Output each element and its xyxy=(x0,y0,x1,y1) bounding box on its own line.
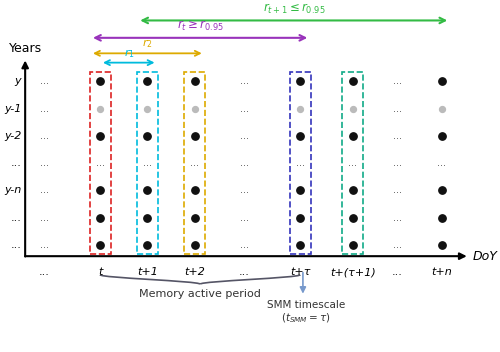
Point xyxy=(190,78,198,84)
Point xyxy=(144,133,152,139)
Text: ...: ... xyxy=(240,131,249,141)
Point xyxy=(190,242,198,248)
Text: ...: ... xyxy=(240,103,249,114)
Text: ...: ... xyxy=(10,158,22,168)
Text: ...: ... xyxy=(40,103,49,114)
Text: ...: ... xyxy=(40,186,49,195)
Text: t+n: t+n xyxy=(432,267,452,277)
Text: ...: ... xyxy=(239,267,250,277)
Text: t: t xyxy=(98,267,102,277)
Text: ...: ... xyxy=(39,267,50,277)
Text: ...: ... xyxy=(393,131,402,141)
Text: ...: ... xyxy=(296,158,304,168)
Text: $r_2$: $r_2$ xyxy=(142,37,152,50)
Point xyxy=(296,106,304,111)
Point xyxy=(296,78,304,84)
Text: $r_1$: $r_1$ xyxy=(124,48,134,60)
Text: y-2: y-2 xyxy=(4,131,21,141)
Point xyxy=(349,106,357,111)
Point xyxy=(96,78,104,84)
Text: y: y xyxy=(14,76,21,86)
Point xyxy=(144,215,152,221)
Point xyxy=(438,215,446,221)
Text: y-1: y-1 xyxy=(4,103,21,114)
Point xyxy=(438,188,446,193)
Text: ...: ... xyxy=(40,131,49,141)
Text: $r_t \geq r_{0.95}$: $r_t \geq r_{0.95}$ xyxy=(176,19,224,33)
Point xyxy=(296,133,304,139)
Text: ...: ... xyxy=(40,158,49,168)
Point xyxy=(296,188,304,193)
Point xyxy=(438,133,446,139)
Point xyxy=(349,215,357,221)
Point xyxy=(144,106,152,111)
Text: ...: ... xyxy=(392,267,403,277)
Point xyxy=(438,78,446,84)
Point xyxy=(438,242,446,248)
Point xyxy=(349,133,357,139)
Text: ...: ... xyxy=(96,158,104,168)
Point xyxy=(190,215,198,221)
Text: ...: ... xyxy=(10,213,22,223)
Text: $r_{t+1} \leq r_{0.95}$: $r_{t+1} \leq r_{0.95}$ xyxy=(264,2,326,16)
Point xyxy=(190,188,198,193)
Text: ...: ... xyxy=(10,240,22,250)
Text: ...: ... xyxy=(143,158,152,168)
Text: ...: ... xyxy=(348,158,358,168)
Text: ...: ... xyxy=(40,76,49,86)
Text: y-n: y-n xyxy=(4,186,21,195)
Point xyxy=(144,242,152,248)
Point xyxy=(144,188,152,193)
Text: ...: ... xyxy=(240,213,249,223)
Point xyxy=(349,242,357,248)
Point xyxy=(96,242,104,248)
Text: ...: ... xyxy=(393,103,402,114)
Text: ...: ... xyxy=(190,158,199,168)
Point xyxy=(296,215,304,221)
Text: ...: ... xyxy=(40,213,49,223)
Text: ...: ... xyxy=(240,240,249,250)
Point xyxy=(190,106,198,111)
Point xyxy=(349,188,357,193)
Point xyxy=(96,106,104,111)
Text: DoY: DoY xyxy=(472,250,497,263)
Text: SMM timescale
$(t_{SMM} = \tau)$: SMM timescale $(t_{SMM} = \tau)$ xyxy=(266,300,345,325)
Point xyxy=(296,242,304,248)
Text: ...: ... xyxy=(438,158,446,168)
Text: ...: ... xyxy=(240,76,249,86)
Text: t+2: t+2 xyxy=(184,267,205,277)
Point xyxy=(190,133,198,139)
Text: t+1: t+1 xyxy=(137,267,158,277)
Text: ...: ... xyxy=(393,240,402,250)
Text: ...: ... xyxy=(40,240,49,250)
Text: Memory active period: Memory active period xyxy=(139,289,261,299)
Text: t+τ: t+τ xyxy=(290,267,310,277)
Point xyxy=(96,215,104,221)
Text: ...: ... xyxy=(393,76,402,86)
Text: ...: ... xyxy=(240,158,249,168)
Point xyxy=(96,188,104,193)
Text: Years: Years xyxy=(8,42,42,55)
Text: ...: ... xyxy=(393,213,402,223)
Text: ...: ... xyxy=(393,186,402,195)
Point xyxy=(349,78,357,84)
Point xyxy=(144,78,152,84)
Point xyxy=(96,133,104,139)
Text: t+(τ+1): t+(τ+1) xyxy=(330,267,376,277)
Point xyxy=(438,106,446,111)
Text: ...: ... xyxy=(393,158,402,168)
Text: ...: ... xyxy=(240,186,249,195)
